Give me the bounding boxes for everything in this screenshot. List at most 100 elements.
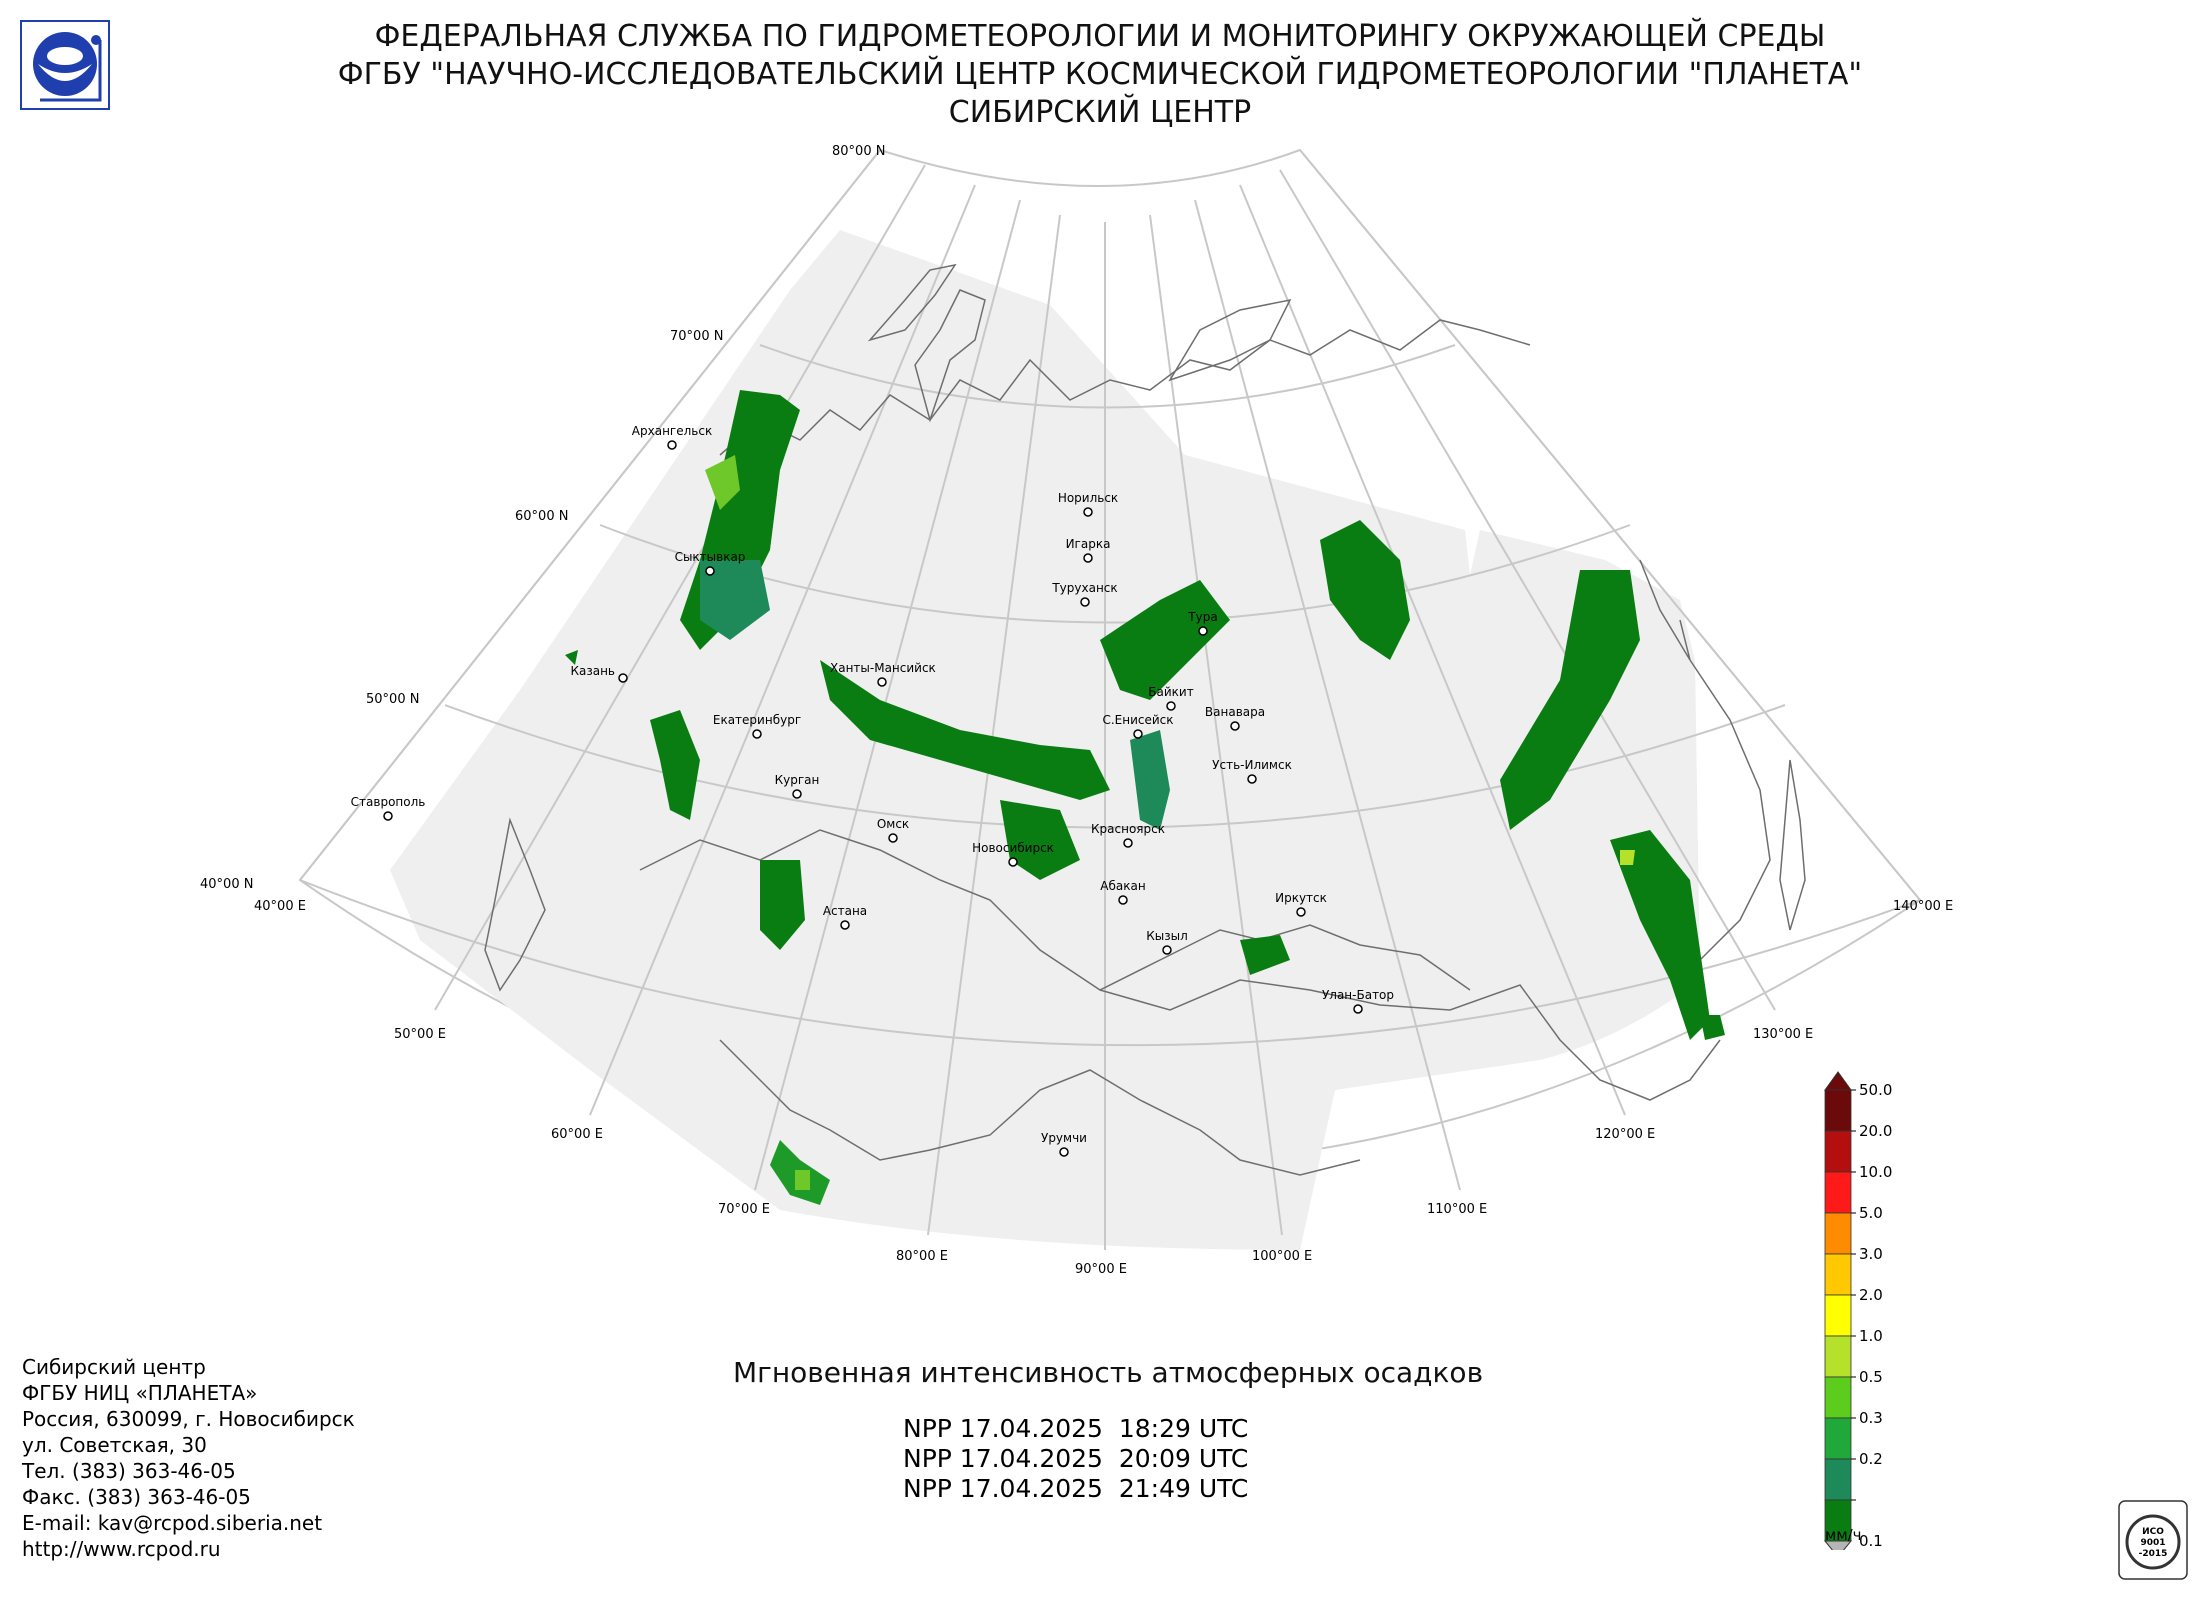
- city-10: Екатеринбург: [713, 713, 801, 739]
- city-label: Иркутск: [1275, 891, 1327, 905]
- pass-1: NPP 17.04.2025 18:29 UTC: [903, 1414, 1249, 1443]
- city-label: Ханты-Мансийск: [830, 661, 936, 675]
- precip-patch-sakhalin: [1700, 1015, 1725, 1040]
- city-marker: [792, 789, 802, 799]
- contact-line-4: ул. Советская, 30: [22, 1433, 207, 1457]
- city-marker: [667, 440, 677, 450]
- legend-swatch-5: [1824, 1294, 1852, 1337]
- legend-swatch-10: [1824, 1499, 1852, 1542]
- novaya-zemlya: [867, 263, 957, 342]
- city-marker: [1118, 895, 1128, 905]
- precip-patch-astana: [760, 860, 805, 950]
- precipitation-cells: [565, 390, 1725, 1205]
- meridian-50: [434, 164, 926, 1011]
- city-marker: [877, 677, 887, 687]
- sakhalin: [1779, 759, 1806, 931]
- city-marker: [1162, 945, 1172, 955]
- city-label: Курган: [775, 773, 820, 787]
- city-label: Астана: [823, 904, 867, 918]
- city-14: Ставрополь: [351, 795, 425, 821]
- meridian-130: [1279, 169, 1776, 1011]
- yamal-peninsula: [914, 289, 986, 423]
- city-label: Архангельск: [632, 424, 712, 438]
- iso-certification-stamp: ИСО 9001 -2015: [2118, 1500, 2188, 1580]
- taymyr: [1168, 298, 1292, 382]
- city-13: Курган: [775, 773, 820, 799]
- city-0: Архангельск: [632, 424, 712, 450]
- city-19: Иркутск: [1275, 891, 1327, 917]
- longitude-labels: 40°00 E 50°00 E 60°00 E 70°00 E 80°00 E …: [254, 899, 1953, 1277]
- cities: Архангельск Норильск Игарка Туруханск Сыктыв…: [351, 424, 1394, 1157]
- city-label: Тура: [1187, 610, 1217, 624]
- legend-swatch-1: [1824, 1130, 1852, 1173]
- precip-patch-urals: [650, 710, 700, 820]
- city-2: Игарка: [1066, 537, 1111, 563]
- legend-swatch-7: [1824, 1376, 1852, 1419]
- precip-patch-central: [1100, 580, 1230, 700]
- city-marker: [888, 833, 898, 843]
- city-label: Урумчи: [1041, 1131, 1087, 1145]
- city-marker: [1198, 626, 1208, 636]
- city-label: Игарка: [1066, 537, 1111, 551]
- lon-label-90: 90°00 E: [1075, 1262, 1127, 1277]
- legend-swatch-9: [1824, 1458, 1852, 1501]
- header-line-2: ФГБУ "НАУЧНО-ИССЛЕДОВАТЕЛЬСКИЙ ЦЕНТР КОС…: [337, 57, 1863, 92]
- lat-label-70: 70°00 N: [670, 329, 723, 344]
- lat-line-70: [759, 344, 1456, 409]
- city-marker: [1353, 1004, 1363, 1014]
- city-label: Туруханск: [1051, 581, 1117, 595]
- legend-unit: мм/ч: [1825, 1526, 1862, 1544]
- city-label: Сыктывкар: [675, 550, 746, 564]
- city-12: Усть-Илимск: [1212, 758, 1292, 784]
- okhotsk-coast: [1639, 559, 1691, 661]
- precip-patch-krasnoyarsk: [1130, 730, 1170, 830]
- lon-label-40: 40°00 E: [254, 899, 306, 914]
- city-9: Ванавара: [1205, 705, 1265, 731]
- city-marker: [1247, 774, 1257, 784]
- city-11: С.Енисейск: [1102, 713, 1174, 739]
- precip-patch-novosibirsk: [1000, 800, 1080, 880]
- city-15: Омск: [877, 817, 909, 843]
- legend-over-arrow: [1824, 1071, 1852, 1091]
- lon-label-110: 110°00 E: [1427, 1202, 1487, 1217]
- city-label: Улан-Батор: [1322, 988, 1394, 1002]
- lat-label-40: 40°00 N: [200, 877, 253, 892]
- city-label: Норильск: [1058, 491, 1118, 505]
- meridian-60: [589, 184, 976, 1116]
- satellite-passes: NPP 17.04.2025 18:29 UTC NPP 17.04.2025 …: [903, 1414, 1248, 1504]
- city-4: Сыктывкар: [675, 550, 746, 576]
- city-label: Екатеринбург: [713, 713, 801, 727]
- city-marker: [1008, 857, 1018, 867]
- latitude-labels: 80°00 N 70°00 N 60°00 N 50°00 N 40°00 N: [200, 144, 885, 892]
- precip-patch-irkutsk: [1240, 935, 1290, 975]
- city-20: Астана: [823, 904, 867, 930]
- city-marker: [1133, 729, 1143, 739]
- kazakhstan-border: [639, 829, 1471, 991]
- lat-label-50: 50°00 N: [366, 692, 419, 707]
- precip-patch-arkhangelsk-light: [705, 455, 740, 510]
- meridian-40: [299, 149, 881, 881]
- iso-text-mid: 9001: [2140, 1538, 2165, 1548]
- lat-label-80: 80°00 N: [832, 144, 885, 159]
- precip-patch-south-light: [795, 1170, 810, 1190]
- city-label: С.Енисейск: [1102, 713, 1173, 727]
- arctic-coast: [719, 319, 1531, 456]
- precip-patch-syktyvkar: [700, 560, 770, 640]
- legend-label-2: 10.0: [1859, 1163, 1892, 1181]
- meridian-140: [1299, 149, 1921, 901]
- city-label: Омск: [877, 817, 909, 831]
- amur-coast: [1689, 659, 1771, 961]
- legend-label-1: 20.0: [1859, 1122, 1892, 1140]
- lon-label-80: 80°00 E: [896, 1249, 948, 1264]
- city-marker: [840, 920, 850, 930]
- meridian-100: [1149, 214, 1283, 1236]
- lon-label-130: 130°00 E: [1753, 1027, 1813, 1042]
- header-line-1: ФЕДЕРАЛЬНАЯ СЛУЖБА ПО ГИДРОМЕТЕОРОЛОГИИ …: [374, 19, 1826, 54]
- city-23: Урумчи: [1041, 1131, 1087, 1157]
- city-marker: [1059, 1147, 1069, 1157]
- city-label: Ванавара: [1205, 705, 1265, 719]
- iso-text-top: ИСО: [2142, 1527, 2164, 1537]
- contact-line-1: Сибирский центр: [22, 1355, 206, 1379]
- contact-line-2: ФГБУ НИЦ «ПЛАНЕТА»: [22, 1381, 258, 1405]
